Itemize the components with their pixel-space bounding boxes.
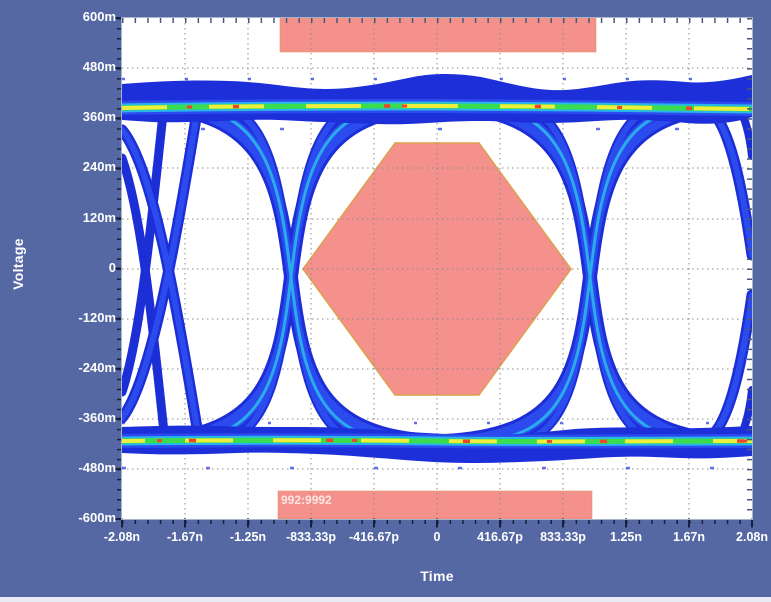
x-tick-label: 1.67n [673,530,705,544]
y-tick-label: -240m [78,360,116,375]
x-tick-label: 2.08n [736,530,768,544]
y-tick-label: 480m [82,59,116,74]
window-bottom-edge [0,597,771,602]
y-tick-label: 0 [108,260,116,275]
x-tick-label: -1.25n [229,530,267,544]
x-tick-label: -2.08n [103,530,141,544]
mask-hit-count-label: 992:9992 [281,493,332,507]
y-tick-label: -480m [78,460,116,475]
axis-ticks [114,17,753,528]
y-tick-label: 360m [82,109,116,124]
x-tick-label: -833.33p [285,530,337,544]
x-tick-label: 416.67p [477,530,523,544]
y-tick-label: 600m [82,9,116,24]
x-tick-label: 1.25n [610,530,642,544]
y-tick-label: -360m [78,410,116,425]
y-tick-label: -600m [78,510,116,525]
y-axis-title: Voltage [10,238,26,290]
x-tick-label: 833.33p [540,530,586,544]
eye-trace-density [122,74,752,470]
y-tick-label: -120m [78,310,116,325]
x-tick-label: -1.67n [166,530,204,544]
x-tick-label: -416.67p [348,530,400,544]
mask-top-bar [279,17,597,53]
y-tick-label: 120m [82,210,116,225]
y-tick-label: 240m [82,159,116,174]
x-axis-title: Time [420,568,454,584]
inner-ticks [122,18,752,519]
plot-border [121,17,753,520]
mask-bottom-bar [277,490,593,520]
x-tick-label: 0 [433,530,441,544]
